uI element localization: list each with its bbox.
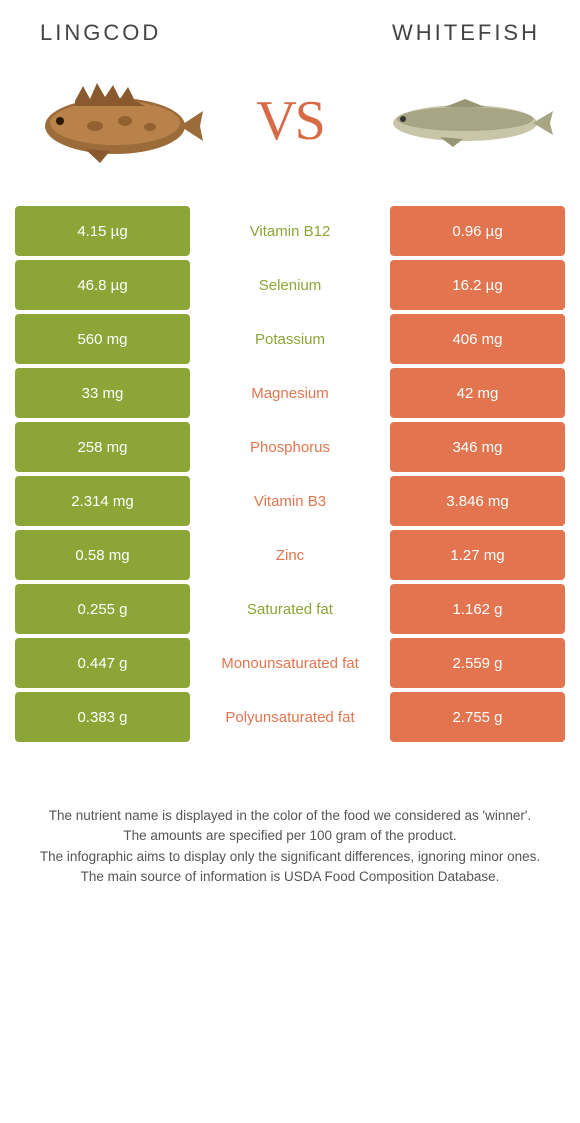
- table-row: 0.447 gMonounsaturated fat2.559 g: [15, 638, 565, 688]
- table-row: 258 mgPhosphorus346 mg: [15, 422, 565, 472]
- left-value: 33 mg: [15, 368, 190, 418]
- right-value: 3.846 mg: [390, 476, 565, 526]
- nutrient-name: Phosphorus: [190, 422, 390, 472]
- table-row: 0.58 mgZinc1.27 mg: [15, 530, 565, 580]
- right-value: 42 mg: [390, 368, 565, 418]
- right-value: 0.96 µg: [390, 206, 565, 256]
- nutrient-name: Saturated fat: [190, 584, 390, 634]
- nutrient-name: Potassium: [190, 314, 390, 364]
- nutrient-name: Magnesium: [190, 368, 390, 418]
- footer-line: The infographic aims to display only the…: [20, 847, 560, 867]
- left-value: 4.15 µg: [15, 206, 190, 256]
- left-value: 258 mg: [15, 422, 190, 472]
- left-value: 0.447 g: [15, 638, 190, 688]
- right-value: 346 mg: [390, 422, 565, 472]
- left-food-title: Lingcod: [40, 20, 161, 46]
- nutrient-name: Vitamin B3: [190, 476, 390, 526]
- footer-line: The nutrient name is displayed in the co…: [20, 806, 560, 826]
- table-row: 0.383 gPolyunsaturated fat2.755 g: [15, 692, 565, 742]
- footer-notes: The nutrient name is displayed in the co…: [0, 746, 580, 887]
- right-value: 1.27 mg: [390, 530, 565, 580]
- lingcod-image: [20, 61, 210, 181]
- table-row: 560 mgPotassium406 mg: [15, 314, 565, 364]
- table-row: 33 mgMagnesium42 mg: [15, 368, 565, 418]
- right-value: 16.2 µg: [390, 260, 565, 310]
- left-value: 0.255 g: [15, 584, 190, 634]
- right-value: 1.162 g: [390, 584, 565, 634]
- right-food-title: Whitefish: [392, 20, 540, 46]
- images-row: VS: [0, 56, 580, 206]
- header: Lingcod Whitefish: [0, 0, 580, 56]
- table-row: 46.8 µgSelenium16.2 µg: [15, 260, 565, 310]
- left-value: 2.314 mg: [15, 476, 190, 526]
- nutrient-name: Vitamin B12: [190, 206, 390, 256]
- table-row: 4.15 µgVitamin B120.96 µg: [15, 206, 565, 256]
- footer-line: The amounts are specified per 100 gram o…: [20, 826, 560, 846]
- right-value: 406 mg: [390, 314, 565, 364]
- right-value: 2.559 g: [390, 638, 565, 688]
- whitefish-image: [370, 61, 560, 181]
- nutrient-name: Polyunsaturated fat: [190, 692, 390, 742]
- nutrient-name: Monounsaturated fat: [190, 638, 390, 688]
- nutrient-name: Zinc: [190, 530, 390, 580]
- comparison-table: 4.15 µgVitamin B120.96 µg46.8 µgSelenium…: [0, 206, 580, 742]
- left-value: 560 mg: [15, 314, 190, 364]
- left-value: 0.58 mg: [15, 530, 190, 580]
- vs-label: VS: [256, 89, 324, 153]
- left-value: 0.383 g: [15, 692, 190, 742]
- nutrient-name: Selenium: [190, 260, 390, 310]
- footer-line: The main source of information is USDA F…: [20, 867, 560, 887]
- left-value: 46.8 µg: [15, 260, 190, 310]
- table-row: 2.314 mgVitamin B33.846 mg: [15, 476, 565, 526]
- right-value: 2.755 g: [390, 692, 565, 742]
- table-row: 0.255 gSaturated fat1.162 g: [15, 584, 565, 634]
